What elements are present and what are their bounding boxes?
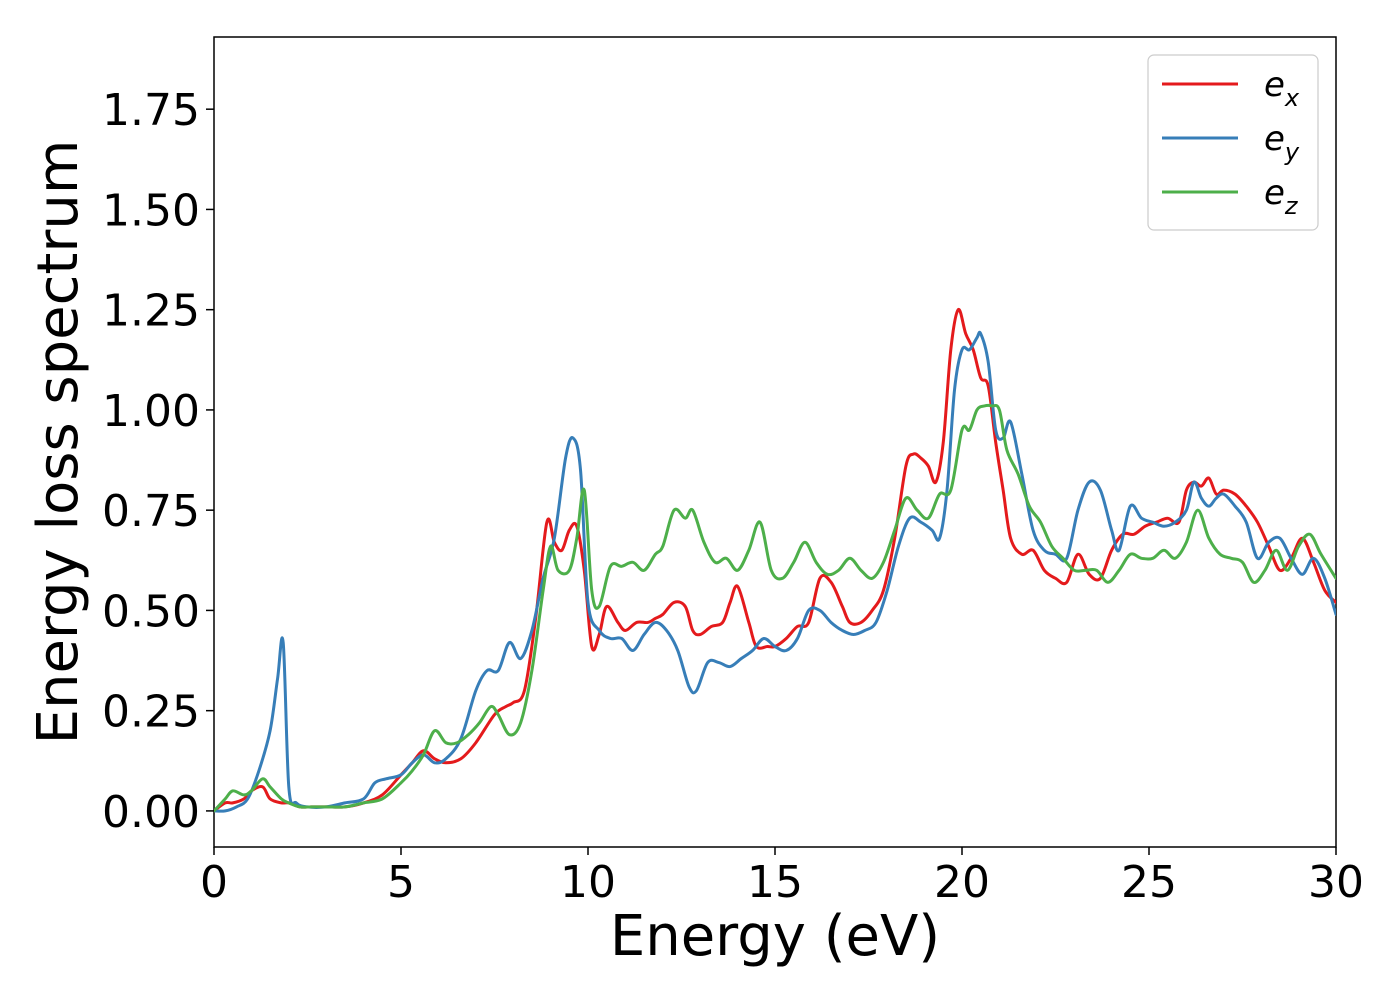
legend-entry-ey: ey bbox=[1162, 119, 1300, 166]
y-axis-label: Energy loss spectrum bbox=[26, 140, 91, 745]
legend-name: e bbox=[1264, 119, 1285, 159]
legend-name: e bbox=[1264, 65, 1285, 105]
x-tick-label: 10 bbox=[560, 857, 616, 908]
legend-label: ex bbox=[1264, 65, 1300, 112]
series-line-ex bbox=[214, 308, 1336, 813]
y-tick-label: 0.00 bbox=[102, 787, 200, 838]
y-tick-label: 0.75 bbox=[102, 486, 200, 537]
x-tick-label: 20 bbox=[934, 857, 990, 908]
series-line-ez bbox=[214, 403, 1336, 813]
series-line-ey bbox=[214, 330, 1336, 813]
y-tick-label: 1.25 bbox=[102, 286, 200, 337]
x-tick-label: 30 bbox=[1308, 857, 1364, 908]
legend-subscript: x bbox=[1284, 84, 1300, 112]
legend-label: ez bbox=[1264, 173, 1299, 220]
y-tick-label: 0.50 bbox=[102, 586, 200, 637]
x-tick-label: 5 bbox=[387, 857, 415, 908]
x-tick-label: 0 bbox=[200, 857, 228, 908]
x-axis-label: Energy (eV) bbox=[610, 904, 940, 969]
legend-entry-ez: ez bbox=[1162, 173, 1299, 220]
legend-box bbox=[1147, 54, 1319, 231]
legend-entry-ex: ex bbox=[1162, 65, 1300, 112]
y-axis-ticks: 0.00 0.25 0.50 0.75 1.00 1.25 1.50 1.75 bbox=[102, 85, 214, 838]
x-axis-ticks: 0 5 10 15 20 25 30 bbox=[200, 847, 1364, 908]
y-tick-label: 1.00 bbox=[102, 386, 200, 437]
legend-name: e bbox=[1264, 173, 1285, 213]
legend-subscript: y bbox=[1284, 138, 1300, 166]
y-tick-label: 0.25 bbox=[102, 687, 200, 738]
series-layer bbox=[214, 308, 1336, 813]
x-tick-label: 15 bbox=[747, 857, 803, 908]
legend-subscript: z bbox=[1284, 192, 1299, 220]
legend-label: ey bbox=[1264, 119, 1300, 166]
y-tick-label: 1.75 bbox=[102, 85, 200, 136]
x-tick-label: 25 bbox=[1121, 857, 1177, 908]
y-tick-label: 1.50 bbox=[102, 185, 200, 236]
